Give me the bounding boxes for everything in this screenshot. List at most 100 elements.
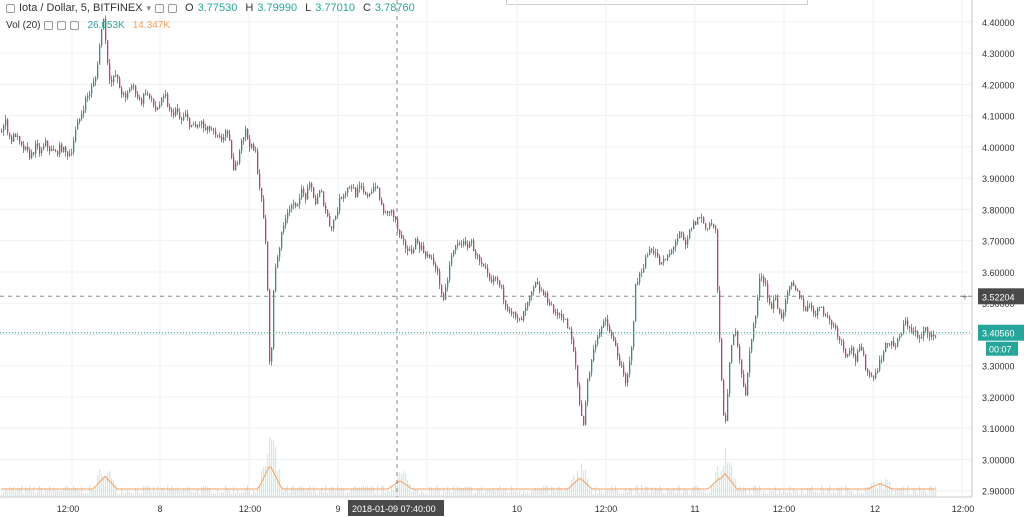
volume-bar xyxy=(47,490,49,497)
volume-bar xyxy=(263,467,265,497)
volume-bar xyxy=(141,493,143,497)
volume-bar xyxy=(803,494,805,497)
volume-bar xyxy=(279,468,281,497)
volume-bar xyxy=(617,490,619,497)
volume-bar xyxy=(7,491,9,497)
volume-bar xyxy=(785,491,787,497)
volume-bar xyxy=(867,486,869,497)
volume-bar xyxy=(45,489,47,497)
volume-bar xyxy=(21,485,23,497)
gear-icon[interactable] xyxy=(168,3,178,13)
volume-bar xyxy=(191,491,193,497)
candle-body xyxy=(379,188,381,200)
candle-body xyxy=(929,333,931,337)
candle-body xyxy=(825,314,827,316)
volume-bar xyxy=(913,488,915,497)
candle-body xyxy=(581,403,583,416)
volume-bar xyxy=(507,492,509,497)
volume-bar xyxy=(449,490,451,497)
low-label: L xyxy=(305,2,312,14)
volume-bar xyxy=(819,493,821,497)
candle-body xyxy=(57,151,59,155)
candle-body xyxy=(231,140,233,158)
volume-bar xyxy=(415,489,417,497)
volume-bar xyxy=(469,486,471,497)
candle-body xyxy=(769,297,771,304)
volume-bar xyxy=(733,477,735,497)
candle-body xyxy=(799,290,801,299)
y-tick-label: 3.00000 xyxy=(982,455,1015,465)
volume-bar xyxy=(619,494,621,497)
volume-bar xyxy=(211,494,213,497)
volume-bar xyxy=(623,493,625,497)
volume-bar xyxy=(483,492,485,497)
volume-bar xyxy=(159,491,161,497)
volume-bar xyxy=(369,487,371,497)
volume-bar xyxy=(697,486,699,497)
volume-bar xyxy=(675,492,677,497)
candle-body xyxy=(479,255,481,262)
collapse-square-icon[interactable] xyxy=(6,3,15,13)
volume-bar xyxy=(199,493,201,497)
candle-body xyxy=(67,152,69,156)
candle-body xyxy=(715,226,717,230)
volume-bar xyxy=(479,488,481,497)
candle-body xyxy=(423,245,425,253)
candle-body xyxy=(399,229,401,235)
volume-bar xyxy=(55,489,57,497)
candle-body xyxy=(383,204,385,213)
volume-bar xyxy=(773,490,775,497)
candle-body xyxy=(251,144,253,148)
volume-bar xyxy=(249,490,251,497)
candle-body xyxy=(465,241,467,245)
volume-bar xyxy=(161,487,163,497)
eye-icon[interactable] xyxy=(155,3,165,13)
close-icon[interactable] xyxy=(70,21,80,30)
candle-body xyxy=(567,319,569,329)
candle-body xyxy=(731,345,733,363)
candle-body xyxy=(781,312,783,318)
countdown-box xyxy=(986,341,1018,356)
candle-body xyxy=(113,76,115,83)
candle-body xyxy=(717,229,719,291)
volume-bar xyxy=(629,487,631,497)
candle-body xyxy=(795,285,797,291)
candle-body xyxy=(359,185,361,189)
candle-body xyxy=(413,249,415,253)
gear-icon[interactable] xyxy=(57,21,67,30)
candle-body xyxy=(89,93,91,96)
chevron-down-icon[interactable]: ▾ xyxy=(146,2,152,13)
eye-icon[interactable] xyxy=(44,21,54,30)
candle-body xyxy=(323,191,325,206)
volume-bar xyxy=(247,485,249,497)
volume-bar xyxy=(601,491,603,497)
volume-bar xyxy=(891,488,893,497)
volume-bar xyxy=(457,486,459,497)
volume-bar xyxy=(135,487,137,497)
candle-body xyxy=(345,192,347,196)
volume-bar xyxy=(679,485,681,497)
candle-body xyxy=(371,191,373,194)
volume-bar xyxy=(231,494,233,497)
volume-bar xyxy=(29,485,31,497)
volume-bar xyxy=(521,493,523,497)
candle-body xyxy=(149,93,151,98)
volume-bar xyxy=(275,447,277,497)
volume-bar xyxy=(909,494,911,497)
volume-bar xyxy=(127,489,129,497)
plus-icon[interactable]: + xyxy=(962,292,968,303)
volume-bar xyxy=(671,490,673,497)
candle-body xyxy=(281,231,283,249)
volume-bar xyxy=(563,491,565,497)
candle-body xyxy=(329,215,331,227)
volume-bar xyxy=(655,487,657,497)
volume-bar xyxy=(1,494,3,497)
candle-body xyxy=(451,255,453,265)
candle-body xyxy=(151,97,153,99)
candle-body xyxy=(207,126,209,131)
volume-bar xyxy=(99,469,101,497)
candle-body xyxy=(919,336,921,339)
volume-bar xyxy=(553,487,555,497)
volume-bar xyxy=(277,470,279,497)
